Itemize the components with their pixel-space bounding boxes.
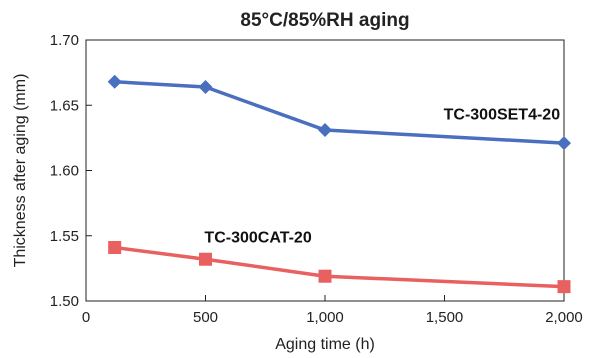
x-axis-label: Aging time (h) <box>275 336 375 353</box>
data-point <box>107 74 122 89</box>
y-tick-label: 1.70 <box>50 32 79 49</box>
data-point <box>557 136 571 151</box>
y-tick-label: 1.55 <box>50 228 79 245</box>
x-tick-label: 1,500 <box>426 309 464 326</box>
series-line <box>114 245 565 289</box>
chart-title: 85°C/85%RH aging <box>240 10 409 31</box>
y-tick-label: 1.60 <box>50 163 79 180</box>
data-point <box>199 252 212 266</box>
data-point <box>557 280 571 294</box>
data-point <box>318 269 332 283</box>
plot-area-frame <box>85 39 565 302</box>
y-axis-ticks: 1.50 1.55 1.60 1.65 1.70 <box>50 32 92 310</box>
series-label: TC-300SET4-20 <box>444 107 561 124</box>
series-layer: TC-300SET4-20 TC-300CAT-20 <box>107 74 571 294</box>
y-tick-label: 1.65 <box>50 97 79 114</box>
data-point <box>198 79 213 94</box>
series-1: TC-300SET4-20 <box>107 74 571 151</box>
x-tick-label: 1,000 <box>306 309 344 326</box>
x-tick-label: 0 <box>82 309 90 326</box>
data-point <box>108 240 122 254</box>
series-line <box>114 80 565 145</box>
series-2: TC-300CAT-20 <box>108 229 571 294</box>
y-tick-label: 1.50 <box>50 293 79 310</box>
data-point <box>318 123 332 138</box>
x-tick-label: 2,000 <box>545 309 583 326</box>
y-axis-label: Thickness after aging (mm) <box>12 74 29 268</box>
x-tick-label: 500 <box>193 309 218 326</box>
series-label: TC-300CAT-20 <box>204 229 311 246</box>
x-axis-ticks: 0 500 1,000 1,500 2,000 <box>82 295 583 326</box>
